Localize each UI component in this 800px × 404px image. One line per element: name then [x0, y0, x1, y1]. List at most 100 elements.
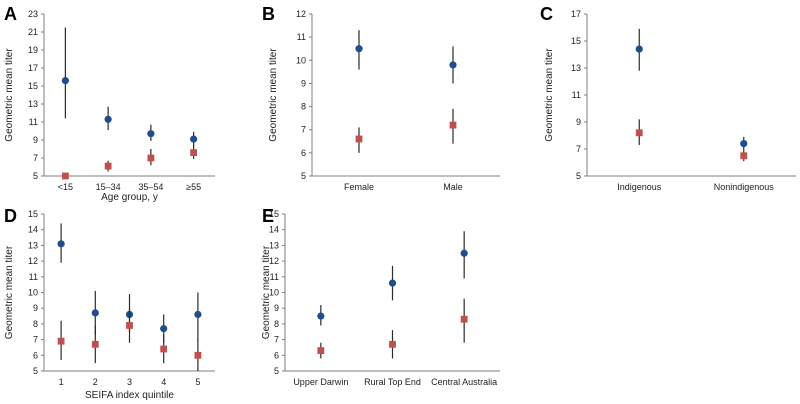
y-tick-label: 7 [301, 125, 306, 135]
data-point-circle [57, 240, 65, 248]
y-tick-label: 13 [571, 63, 581, 73]
panel-e: E 5 6 7 8 9 10 11 12 13 14 15 Upper Darwin Rural Top … [261, 206, 500, 387]
y-tick-label: 9 [33, 303, 38, 313]
y-tick-label: 15 [571, 36, 581, 46]
y-tick-label: 7 [33, 335, 38, 345]
x-tick-label: 4 [161, 377, 166, 387]
x-tick-label: Indigenous [617, 182, 662, 192]
y-tick-label: 10 [269, 288, 279, 298]
y-tick-label: 17 [28, 63, 38, 73]
data-point-circle [355, 45, 363, 53]
x-tick-label: Central Australia [431, 377, 497, 387]
panel-b: B 5 6 7 8 9 10 11 12 Female Male Geometric mean tit… [262, 4, 500, 192]
data-point-circle [317, 312, 325, 320]
y-tick-label: 15 [28, 209, 38, 219]
y-tick-label: 7 [576, 144, 581, 154]
y-tick-label: 15 [269, 209, 279, 219]
data-point-square [635, 129, 643, 137]
x-tick-label: Upper Darwin [293, 377, 348, 387]
y-tick-label: 12 [28, 256, 38, 266]
y-tick-label: 17 [571, 9, 581, 19]
y-tick-label: 8 [33, 319, 38, 329]
y-tick-label: 9 [301, 78, 306, 88]
y-tick-label: 6 [33, 350, 38, 360]
y-tick-label: 5 [576, 171, 581, 181]
data-point-square [449, 121, 457, 129]
data-point-square [355, 135, 363, 143]
y-axis-title: Geometric mean titer [261, 245, 272, 339]
data-point-circle [147, 130, 155, 138]
data-point-square [160, 345, 168, 353]
y-tick-label: 7 [274, 335, 279, 345]
panel-letter: C [540, 4, 553, 24]
y-tick-label: 9 [576, 117, 581, 127]
data-point-square [740, 152, 748, 160]
y-axis-title: Geometric mean titer [268, 48, 279, 142]
data-point-square [389, 340, 396, 348]
data-point-square [91, 340, 99, 348]
y-tick-label: 5 [274, 366, 279, 376]
x-tick-label: ≥55 [186, 182, 201, 192]
x-axis-title: SEIFA index quintile [85, 390, 174, 401]
x-tick-label: Female [344, 182, 374, 192]
y-tick-label: 15 [28, 81, 38, 91]
y-tick-label: 11 [297, 32, 306, 42]
data-point-circle [160, 325, 168, 333]
y-tick-label: 13 [269, 240, 279, 250]
y-tick-label: 21 [28, 27, 38, 37]
y-tick-label: 12 [269, 256, 279, 266]
x-tick-label: 3 [127, 377, 132, 387]
x-tick-label: 2 [93, 377, 98, 387]
y-tick-label: 12 [296, 9, 306, 19]
y-tick-label: 5 [301, 171, 306, 181]
y-tick-label: 11 [572, 90, 581, 100]
y-tick-label: 9 [274, 303, 279, 313]
y-axis-title: Geometric mean titer [4, 245, 15, 339]
y-tick-label: 10 [296, 55, 306, 65]
y-tick-label: 9 [33, 135, 38, 145]
y-tick-label: 13 [28, 240, 38, 250]
x-tick-label: Rural Top End [364, 377, 421, 387]
y-tick-label: 7 [33, 153, 38, 163]
y-axis-title: Geometric mean titer [4, 48, 15, 142]
data-point-circle [388, 279, 397, 287]
data-point-circle [740, 140, 748, 148]
data-point-circle [460, 249, 468, 257]
panel-letter: B [262, 4, 275, 24]
x-tick-label: 5 [195, 377, 200, 387]
y-tick-label: 13 [28, 99, 38, 109]
data-point-square [104, 162, 112, 170]
y-tick-label: 8 [274, 319, 279, 329]
data-point-square [194, 351, 202, 359]
y-tick-label: 5 [33, 171, 38, 181]
x-tick-label: Male [443, 182, 463, 192]
y-tick-label: 10 [28, 288, 38, 298]
panel-letter: A [4, 4, 17, 24]
data-point-square [317, 347, 325, 354]
data-point-square [126, 322, 133, 329]
y-tick-label: 14 [28, 225, 38, 235]
data-point-square [460, 315, 468, 323]
y-tick-label: 11 [29, 117, 38, 127]
x-axis-title: Age group, y [101, 192, 158, 203]
x-tick-label: Nonindigenous [714, 182, 775, 192]
data-point-circle [449, 61, 457, 69]
data-point-circle [194, 310, 202, 319]
y-tick-label: 6 [301, 148, 306, 158]
data-point-circle [91, 309, 99, 317]
x-tick-label: 1 [59, 377, 64, 387]
data-point-square [61, 172, 69, 180]
data-point-square [57, 337, 65, 345]
y-tick-label: 11 [270, 272, 279, 282]
panel-letter: E [262, 206, 274, 226]
y-tick-label: 8 [301, 102, 306, 112]
data-point-square [147, 154, 155, 162]
y-axis-title: Geometric mean titer [544, 48, 555, 142]
y-tick-label: 6 [274, 350, 279, 360]
y-tick-label: 11 [29, 272, 38, 282]
panel-letter: D [4, 206, 17, 226]
y-tick-label: 14 [269, 225, 279, 235]
data-point-circle [635, 45, 643, 53]
